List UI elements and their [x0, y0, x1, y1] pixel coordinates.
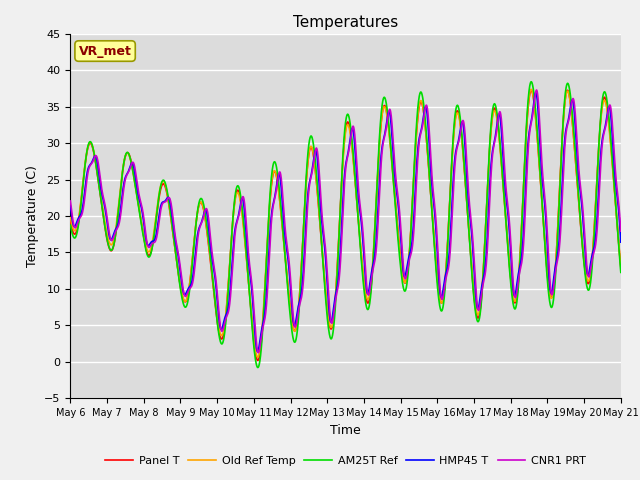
Panel T [617, 264, 625, 270]
HMP45 T [301, 228, 309, 234]
Old Ref Temp [129, 170, 137, 176]
Old Ref Temp [547, 295, 555, 301]
HMP45 T [162, 197, 170, 203]
HMP45 T [67, 204, 74, 209]
Text: VR_met: VR_met [79, 45, 132, 58]
AM25T Ref [617, 270, 625, 276]
AM25T Ref [162, 182, 170, 188]
Old Ref Temp [253, 354, 261, 360]
HMP45 T [253, 349, 261, 355]
CNR1 PRT [278, 179, 285, 185]
Title: Temperatures: Temperatures [293, 15, 398, 30]
CNR1 PRT [607, 103, 614, 108]
Line: HMP45 T: HMP45 T [70, 93, 621, 352]
HMP45 T [532, 90, 540, 96]
CNR1 PRT [67, 198, 74, 204]
Panel T [162, 186, 170, 192]
CNR1 PRT [617, 228, 625, 234]
Line: Panel T: Panel T [70, 90, 621, 360]
Line: Old Ref Temp: Old Ref Temp [70, 89, 621, 357]
Old Ref Temp [162, 184, 170, 190]
CNR1 PRT [532, 87, 540, 93]
X-axis label: Time: Time [330, 424, 361, 437]
HMP45 T [547, 290, 555, 296]
Panel T [527, 87, 535, 93]
Line: CNR1 PRT: CNR1 PRT [70, 90, 621, 353]
HMP45 T [278, 190, 285, 195]
Panel T [67, 219, 74, 225]
Panel T [301, 190, 309, 196]
HMP45 T [129, 162, 137, 168]
AM25T Ref [254, 365, 262, 371]
CNR1 PRT [162, 199, 170, 204]
CNR1 PRT [129, 159, 137, 165]
AM25T Ref [67, 222, 74, 228]
CNR1 PRT [547, 289, 555, 295]
Panel T [278, 216, 285, 222]
HMP45 T [607, 108, 614, 114]
Legend: Panel T, Old Ref Temp, AM25T Ref, HMP45 T, CNR1 PRT: Panel T, Old Ref Temp, AM25T Ref, HMP45 … [101, 451, 590, 470]
AM25T Ref [607, 131, 614, 137]
Old Ref Temp [527, 86, 535, 92]
AM25T Ref [278, 212, 285, 218]
Panel T [547, 295, 555, 300]
Old Ref Temp [607, 139, 614, 144]
Old Ref Temp [278, 217, 285, 223]
AM25T Ref [527, 79, 535, 84]
Old Ref Temp [301, 190, 309, 195]
AM25T Ref [547, 304, 555, 310]
Panel T [129, 168, 137, 174]
Panel T [254, 358, 262, 363]
Old Ref Temp [67, 215, 74, 220]
AM25T Ref [301, 186, 309, 192]
Y-axis label: Temperature (C): Temperature (C) [26, 165, 39, 267]
Line: AM25T Ref: AM25T Ref [70, 82, 621, 368]
Panel T [607, 135, 614, 141]
CNR1 PRT [301, 242, 309, 248]
HMP45 T [617, 239, 625, 245]
CNR1 PRT [255, 350, 262, 356]
Old Ref Temp [617, 263, 625, 269]
AM25T Ref [129, 170, 137, 176]
